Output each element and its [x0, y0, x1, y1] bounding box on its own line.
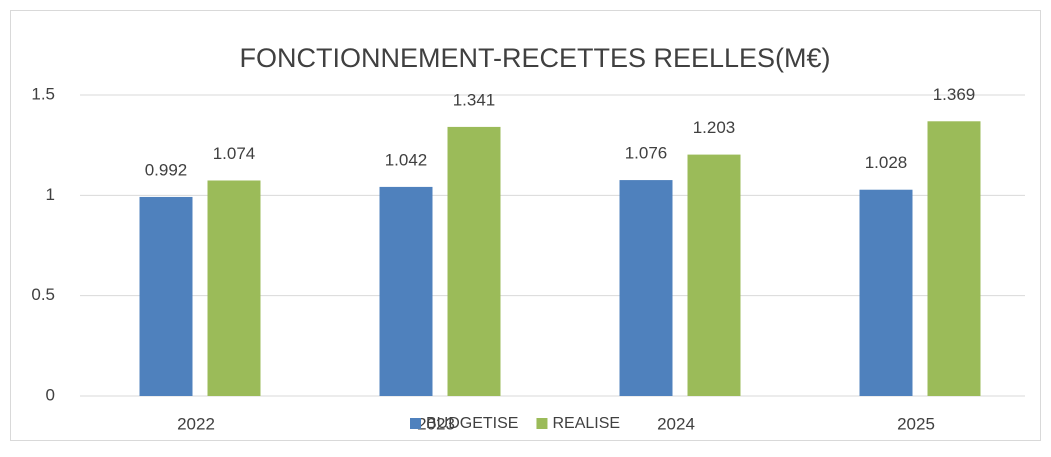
x-tick-label: 2023: [417, 414, 455, 433]
y-tick-label: 0: [46, 385, 55, 404]
bar: [207, 180, 261, 396]
bar: [927, 121, 981, 397]
legend-swatch: [410, 418, 421, 429]
data-label: 1.028: [865, 153, 908, 172]
bar: [379, 186, 433, 396]
chart-title: FONCTIONNEMENT-RECETTES REELLES(M€): [239, 43, 830, 73]
legend-swatch: [536, 418, 548, 429]
bar: [687, 154, 741, 396]
data-label: 1.042: [385, 150, 428, 169]
data-label: 1.074: [213, 144, 256, 163]
y-tick-label: 1.5: [31, 84, 55, 103]
data-label: 1.076: [625, 144, 668, 163]
bar: [139, 196, 193, 396]
data-label: 1.341: [453, 90, 496, 109]
data-label: 0.992: [145, 160, 188, 179]
y-tick-label: 0.5: [31, 285, 55, 304]
x-tick-label: 2024: [657, 414, 695, 433]
data-label: 1.369: [933, 85, 976, 104]
data-label: 1.203: [693, 118, 736, 137]
bar: [859, 189, 913, 396]
legend-label: REALISE: [552, 415, 620, 432]
x-tick-label: 2025: [897, 414, 935, 433]
bar: [619, 180, 673, 396]
legend-label: BUDGETISE: [426, 415, 518, 432]
y-tick-label: 1: [46, 185, 55, 204]
x-tick-label: 2022: [177, 414, 215, 433]
bar: [447, 126, 501, 396]
